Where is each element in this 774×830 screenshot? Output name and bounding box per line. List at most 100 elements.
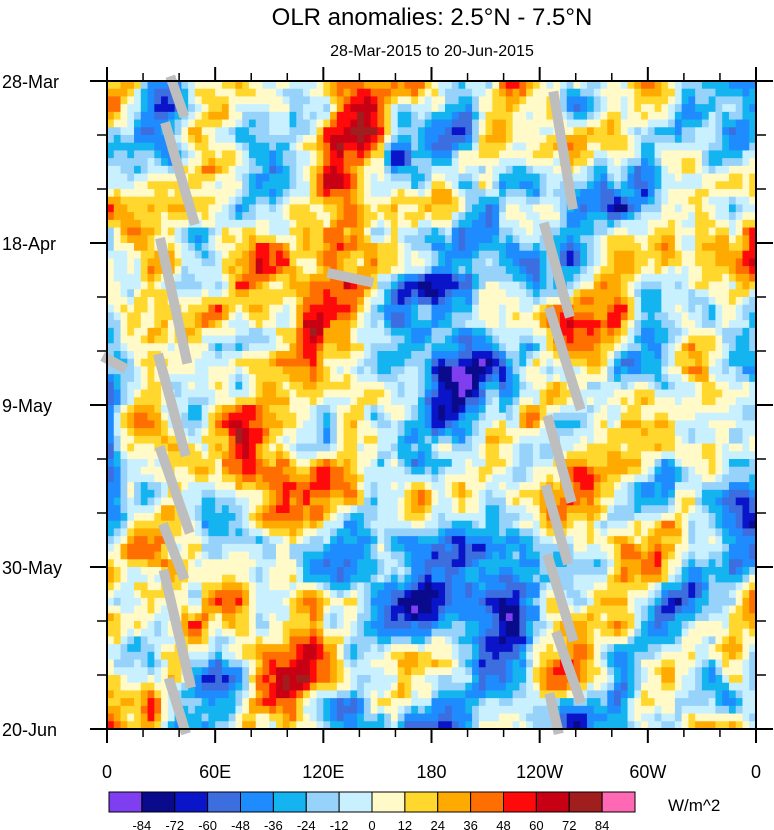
field-cell	[107, 374, 115, 383]
field-cell	[634, 304, 642, 314]
field-cell	[397, 81, 406, 90]
field-cell	[695, 204, 703, 213]
field-cell	[708, 250, 717, 260]
field-cell	[323, 459, 331, 468]
field-cell	[445, 381, 453, 391]
field-cell	[127, 135, 135, 144]
field-cell	[749, 358, 757, 368]
field-cell	[620, 381, 629, 391]
field-cell	[181, 428, 189, 437]
field-cell	[417, 196, 426, 206]
field-cell	[134, 150, 142, 159]
field-cell	[228, 327, 237, 337]
field-cell	[113, 189, 122, 198]
field-cell	[323, 289, 331, 298]
field-cell	[512, 366, 520, 375]
field-cell	[303, 111, 311, 121]
field-cell	[749, 266, 757, 275]
field-cell	[478, 165, 487, 175]
field-cell	[573, 366, 581, 375]
field-cell	[363, 142, 372, 152]
field-cell	[370, 412, 379, 422]
field-cell	[188, 320, 196, 329]
field-cell	[201, 474, 210, 483]
field-cell	[614, 381, 622, 391]
field-cell	[134, 335, 142, 344]
field-cell	[113, 381, 122, 391]
field-cell	[384, 158, 392, 167]
field-cell	[417, 320, 426, 329]
field-cell	[566, 273, 575, 283]
field-cell	[377, 281, 385, 290]
field-cell	[296, 297, 304, 306]
field-cell	[194, 127, 203, 136]
field-cell	[499, 135, 507, 144]
field-cell	[499, 243, 507, 252]
field-cell	[695, 366, 703, 375]
field-cell	[120, 258, 128, 267]
field-cell	[242, 135, 250, 144]
field-cell	[607, 335, 615, 344]
field-cell	[201, 196, 210, 206]
field-cell	[701, 358, 710, 368]
field-cell	[681, 366, 689, 375]
field-cell	[559, 219, 568, 229]
field-cell	[201, 181, 210, 190]
field-cell	[417, 150, 426, 159]
field-cell	[127, 96, 135, 105]
field-cell	[681, 358, 689, 368]
field-cell	[614, 443, 622, 452]
field-cell	[701, 142, 710, 152]
field-cell	[620, 312, 629, 321]
field-cell	[526, 96, 534, 105]
field-cell	[370, 219, 379, 229]
field-cell	[478, 111, 487, 121]
field-cell	[499, 381, 507, 391]
field-cell	[255, 212, 264, 221]
field-cell	[478, 227, 487, 236]
field-cell	[201, 189, 210, 198]
field-cell	[458, 127, 466, 136]
field-cell	[147, 196, 155, 206]
field-cell	[309, 351, 318, 360]
field-cell	[485, 88, 493, 98]
field-cell	[107, 165, 115, 175]
field-cell	[431, 243, 439, 252]
field-cell	[728, 343, 737, 352]
field-cell	[607, 119, 615, 128]
field-cell	[586, 412, 595, 422]
field-cell	[289, 81, 297, 90]
field-cell	[221, 443, 230, 452]
field-cell	[641, 289, 649, 298]
field-cell	[647, 435, 656, 445]
field-cell	[573, 165, 581, 175]
field-cell	[289, 289, 297, 298]
field-cell	[384, 127, 392, 136]
field-cell	[681, 142, 689, 152]
field-cell	[127, 127, 135, 136]
field-cell	[201, 304, 210, 314]
field-cell	[674, 150, 683, 159]
field-cell	[221, 351, 230, 360]
field-cell	[505, 165, 514, 175]
field-cell	[411, 366, 419, 375]
field-cell	[336, 451, 345, 460]
field-cell	[749, 459, 757, 468]
field-cell	[411, 312, 419, 321]
field-cell	[215, 150, 223, 159]
field-cell	[113, 173, 122, 182]
field-cell	[600, 150, 608, 159]
field-cell	[654, 297, 662, 306]
field-cell	[140, 219, 149, 229]
field-cell	[276, 266, 284, 275]
field-cell	[323, 81, 331, 90]
field-cell	[282, 204, 291, 213]
field-cell	[573, 289, 581, 298]
field-cell	[363, 150, 372, 159]
field-cell	[296, 235, 304, 244]
field-cell	[634, 297, 642, 306]
field-cell	[465, 111, 473, 121]
field-cell	[634, 289, 642, 298]
field-cell	[262, 135, 270, 144]
field-cell	[647, 196, 656, 206]
